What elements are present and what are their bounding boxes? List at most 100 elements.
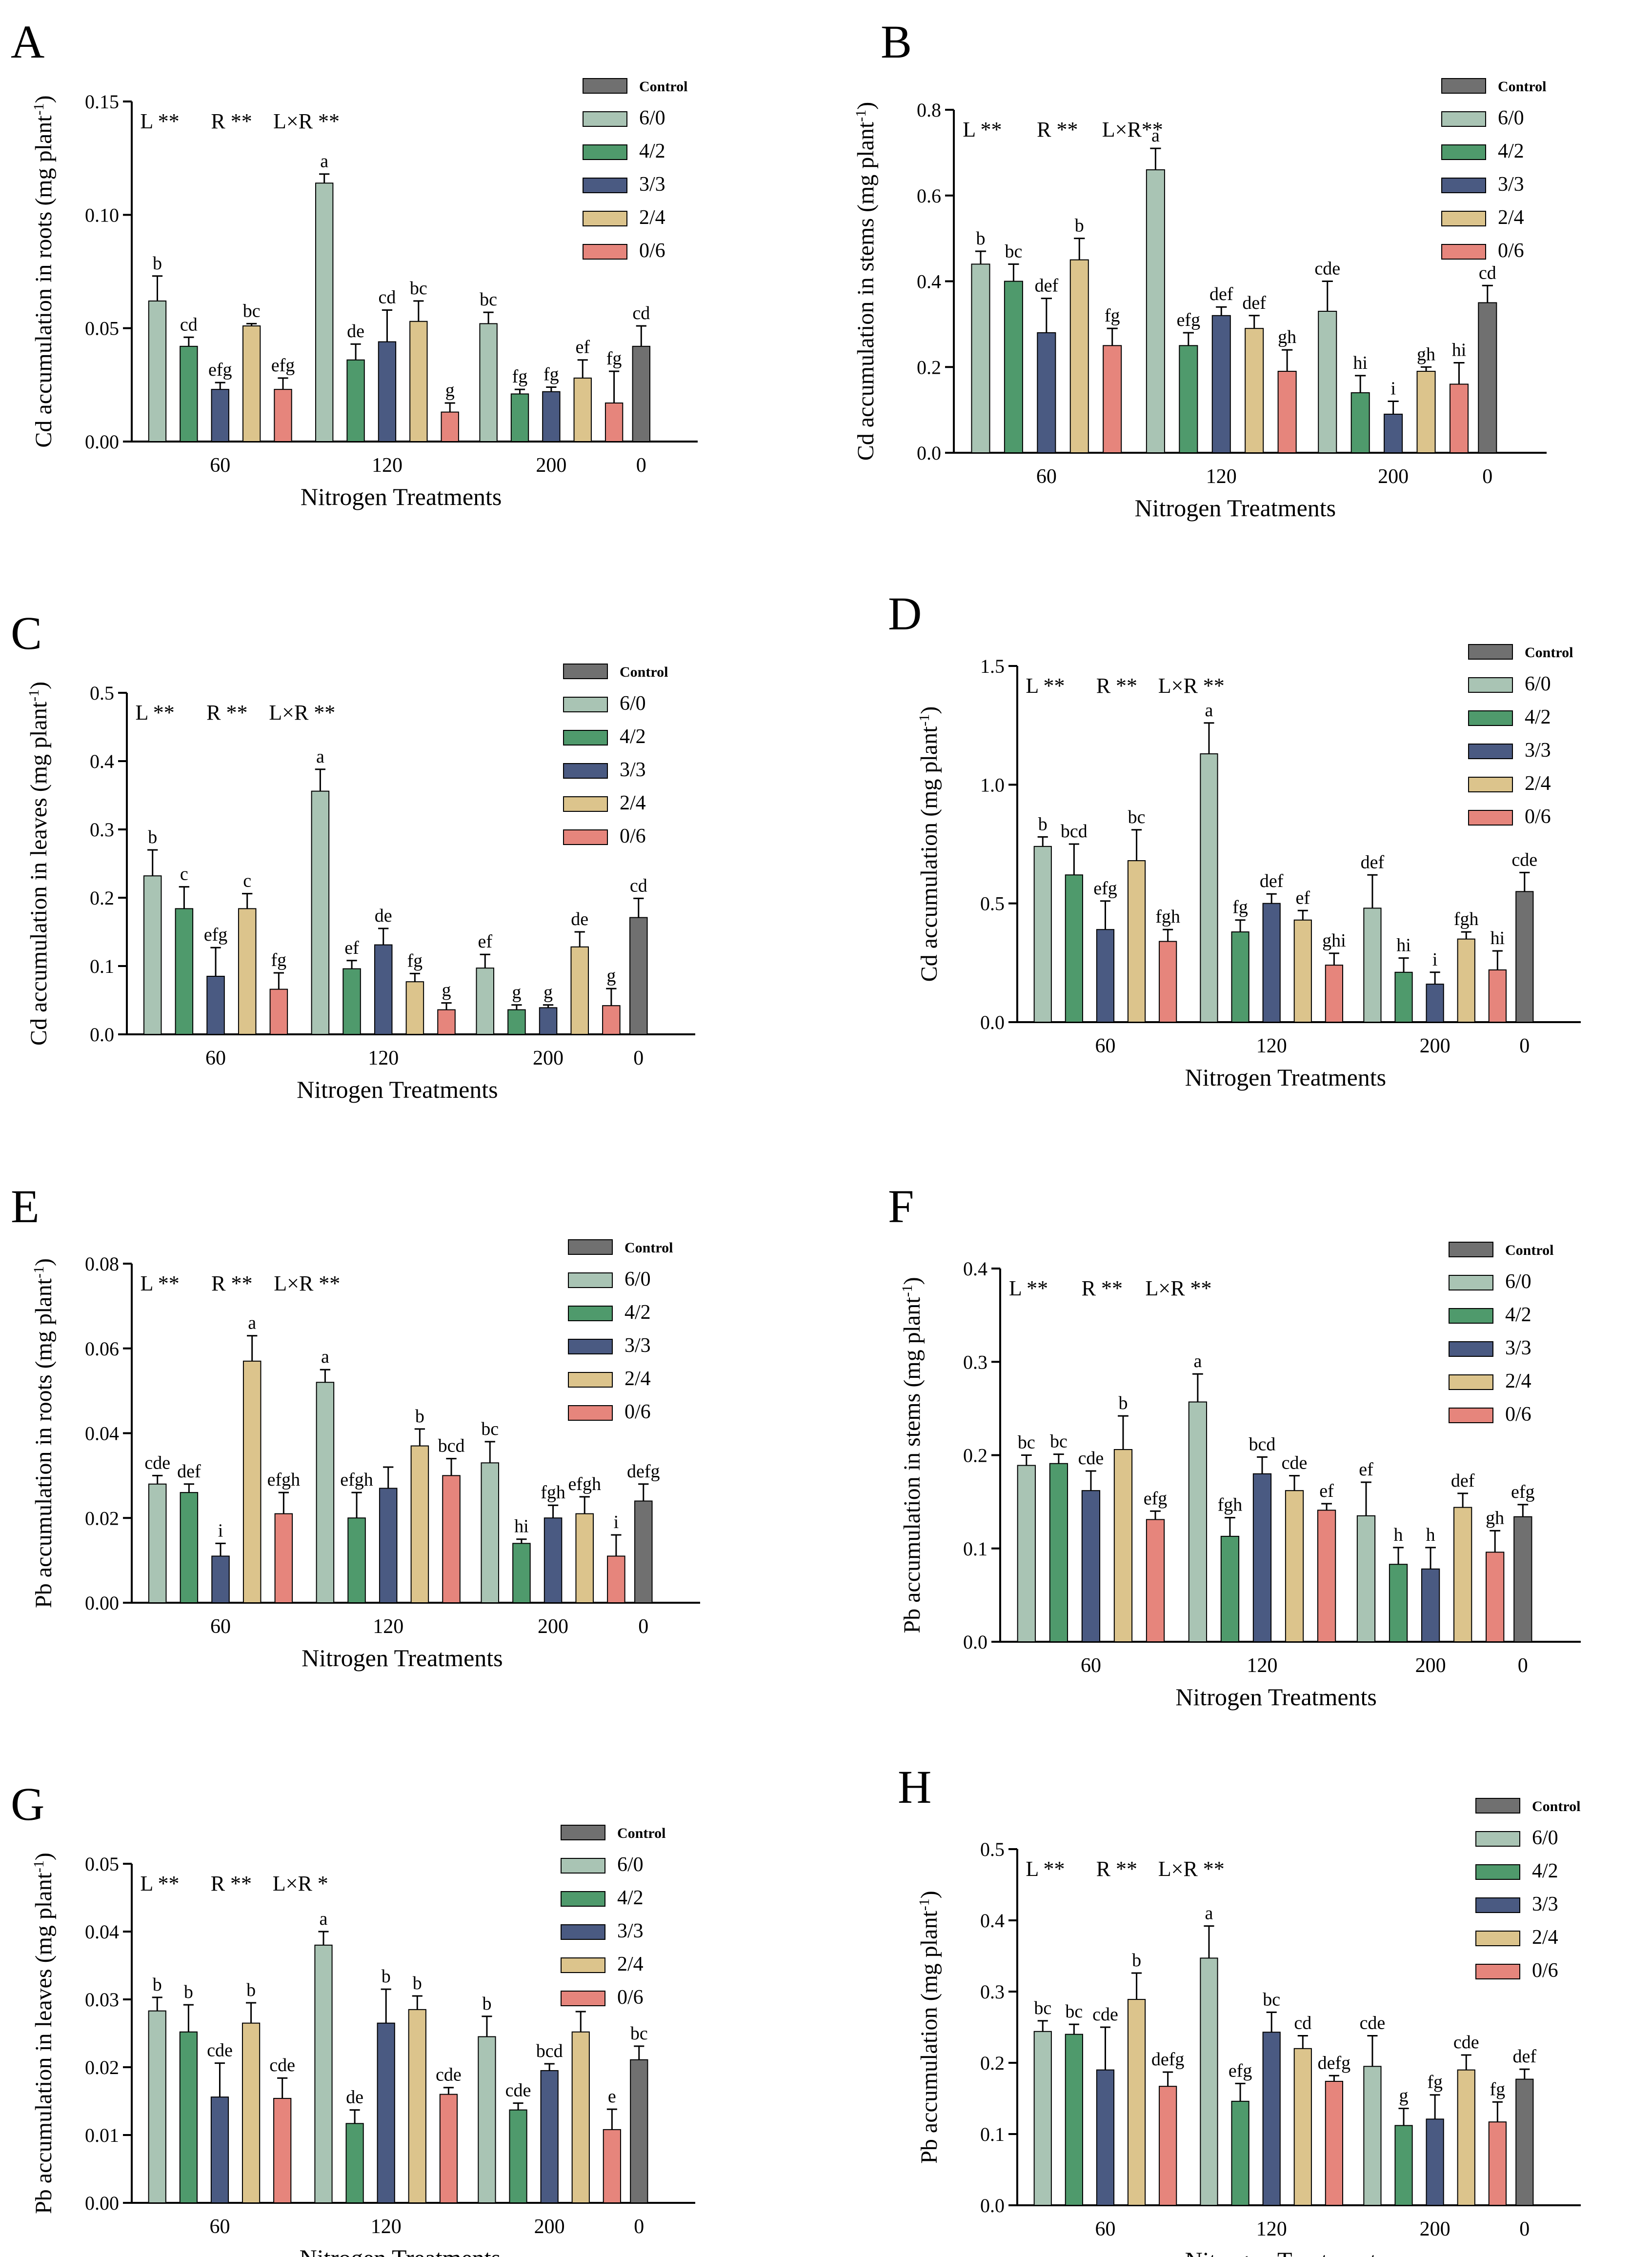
significance-letter: de — [347, 321, 364, 342]
significance-letter: def — [1361, 852, 1385, 872]
legend-swatch — [568, 1339, 613, 1354]
bar — [1220, 1535, 1240, 1642]
y-axis-label-end: ) — [26, 682, 52, 689]
bar — [148, 1483, 167, 1603]
bar-120-6/0: a — [311, 746, 330, 1035]
legend-swatch — [568, 1306, 613, 1321]
significance-letter: a — [320, 151, 328, 172]
legend-label: 3/3 — [625, 1334, 651, 1357]
panel-e: E 0.00 0.02 0.04 0.06 0.08 Pb accumulation in … — [11, 1180, 700, 1672]
bar-200-3/3: bcd — [536, 2041, 563, 2204]
bar — [1515, 891, 1534, 1023]
significance-letter: b — [1132, 1950, 1141, 1971]
legend-label: Control — [1498, 79, 1546, 95]
y-tick-label: 0.0 — [980, 2195, 1005, 2217]
y-tick-label: 0.3 — [963, 1351, 987, 1373]
significance-letter: a — [1151, 125, 1160, 146]
bar-200-4/2: hi — [1350, 353, 1370, 453]
bar-200-4/2: cde — [505, 2080, 531, 2203]
legend-label: 6/0 — [1525, 673, 1551, 695]
significance-letter: b — [415, 1406, 424, 1427]
bar-60-2/4: bc — [242, 301, 261, 443]
bar — [1325, 965, 1344, 1023]
bar-200-3/3: h — [1421, 1525, 1440, 1642]
bar-control: efg — [1511, 1482, 1535, 1643]
stat-annotation: L ** — [963, 118, 1002, 141]
y-axis-label-end: ) — [916, 706, 942, 714]
bar-120-0/6: g — [441, 380, 459, 442]
significance-letter: bc — [1263, 1989, 1280, 2010]
bar — [211, 389, 229, 442]
bar — [544, 1517, 563, 1603]
x-axis-label: Nitrogen Treatments — [302, 1644, 503, 1672]
bar-120-6/0: a — [1200, 1903, 1218, 2206]
bar-200-2/4: b — [571, 1989, 590, 2204]
bar-60-4/2: bc — [1004, 241, 1023, 453]
bar — [1453, 1507, 1472, 1643]
bar — [1245, 328, 1264, 453]
legend: Control 6/0 4/2 3/3 2/4 0/6 — [563, 664, 668, 847]
significance-letter: b — [976, 228, 985, 249]
bar — [509, 2109, 527, 2203]
significance-letter: ef — [478, 931, 492, 952]
legend-label: Control — [617, 1825, 665, 1841]
bar-60-6/0: b — [143, 827, 162, 1035]
x-group-label: 200 — [533, 1047, 564, 1069]
x-group-label: 120 — [373, 1615, 403, 1638]
significance-letter: cde — [1360, 2013, 1386, 2034]
significance-letter: ef — [1359, 1459, 1373, 1480]
significance-letter: efg — [1229, 2060, 1252, 2081]
bar-60-0/6: efgh — [267, 1470, 300, 1603]
x-axis-label: Nitrogen Treatments — [300, 2244, 501, 2257]
significance-letter: bc — [630, 2023, 648, 2044]
legend-label: 3/3 — [1498, 173, 1524, 196]
stat-annotation: L ** — [1009, 1276, 1048, 1300]
bar — [1200, 1957, 1218, 2206]
y-axis-label-exponent: -1 — [899, 1285, 915, 1297]
legend-label: 0/6 — [1505, 1403, 1531, 1426]
panel-letter: B — [881, 16, 912, 68]
significance-letter: def — [1035, 276, 1059, 296]
significance-letter: bcd — [438, 1436, 465, 1456]
bar-200-3/3: fg — [1426, 2072, 1444, 2206]
y-tick-label: 1.5 — [980, 655, 1005, 677]
y-tick-label: 0.4 — [90, 750, 114, 772]
bar — [1033, 846, 1052, 1023]
bar-120-6/0: a — [315, 151, 334, 442]
significance-letter: b — [148, 827, 157, 847]
bar — [1113, 1449, 1133, 1642]
panel-letter: E — [11, 1180, 40, 1232]
x-axis-label: Nitrogen Treatments — [301, 483, 502, 510]
significance-letter: b — [153, 1975, 162, 1995]
x-group-label: 120 — [371, 2216, 402, 2238]
legend-label: 3/3 — [639, 173, 665, 196]
x-group-label: 0 — [636, 454, 646, 477]
bar — [1188, 1401, 1208, 1643]
x-axis-label: Nitrogen Treatments — [297, 1076, 498, 1103]
bar-200-4/2: fg — [510, 366, 529, 442]
bar-120-4/2: ef — [342, 938, 361, 1035]
bar-120-3/3: cd — [378, 287, 397, 443]
stat-annotation: R ** — [211, 109, 252, 133]
bar — [1389, 1564, 1408, 1642]
x-group-label: 0 — [1482, 465, 1492, 488]
significance-letter: defg — [627, 1461, 660, 1482]
bar-200-2/4: gh — [1416, 344, 1436, 453]
bar-60-3/3: cde — [1078, 1448, 1104, 1643]
legend-label: Control — [1525, 645, 1573, 661]
significance-letter: b — [382, 1966, 391, 1987]
bar-120-3/3: de — [374, 906, 393, 1035]
legend-label: 0/6 — [639, 240, 665, 262]
bar — [1325, 2080, 1344, 2206]
y-tick-label: 0.5 — [90, 682, 114, 704]
y-axis-label-exponent: -1 — [853, 110, 869, 122]
y-tick-label: 0.05 — [85, 318, 119, 340]
legend-label: 3/3 — [1505, 1337, 1531, 1359]
bar-200-3/3: g — [539, 982, 558, 1035]
significance-letter: cd — [630, 875, 647, 896]
bar — [476, 967, 495, 1035]
bar-120-2/4: cde — [1282, 1453, 1307, 1643]
bar — [1252, 1473, 1272, 1642]
x-group-label: 200 — [538, 1615, 568, 1638]
bar-200-6/0: cde — [1314, 259, 1340, 453]
